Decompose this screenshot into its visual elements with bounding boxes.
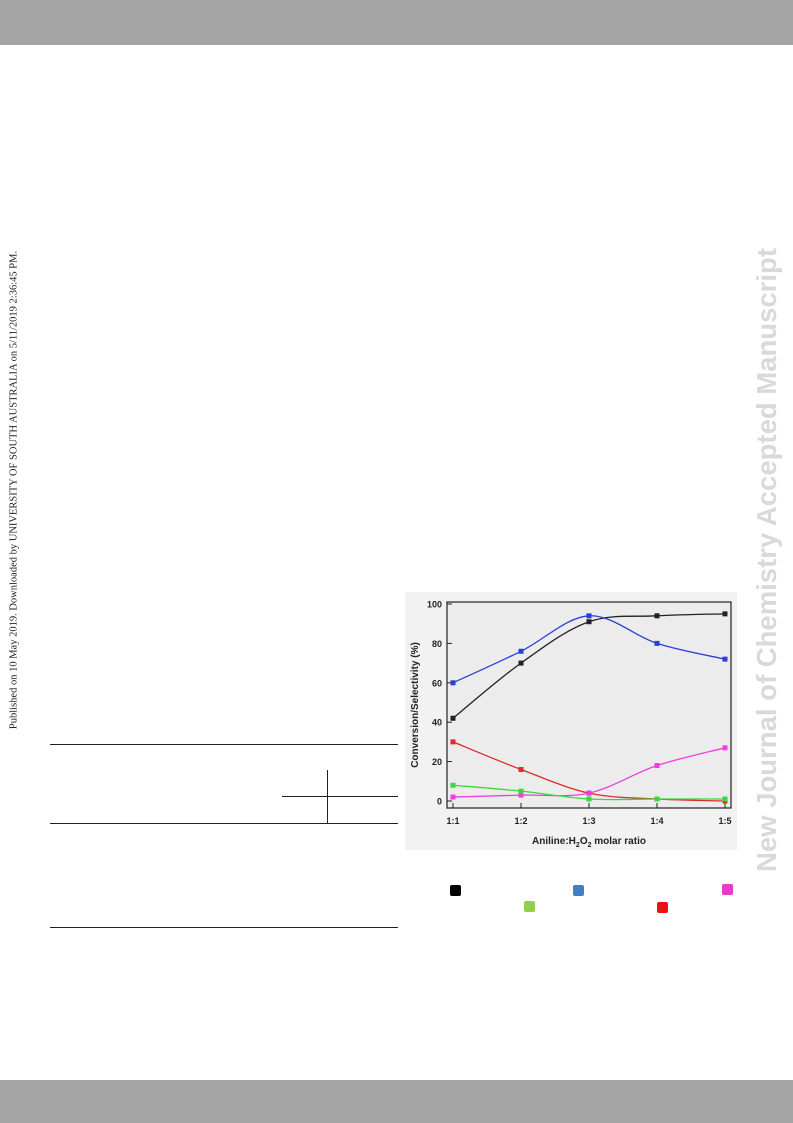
y-axis: 0 20 40 60 80 100 (427, 600, 452, 807)
series-2-point (722, 656, 728, 662)
legend-marker-magenta (722, 884, 733, 895)
series-4-point (722, 745, 728, 751)
series-5-point (450, 782, 456, 788)
y-tick-label: 100 (427, 600, 442, 610)
series-4-point (450, 794, 456, 800)
x-axis: 1:1 1:2 1:3 1:4 1:5 (446, 803, 732, 826)
series-4-point (586, 790, 592, 796)
x-tick-label: 1:2 (514, 816, 527, 826)
watermark-text: New Journal of Chemistry Accepted Manusc… (751, 248, 782, 872)
series-layer (450, 611, 728, 804)
plot-frame (446, 601, 732, 809)
series-1-point (654, 613, 660, 619)
legend-marker-blue (573, 885, 584, 896)
chart-svg: 0 20 40 60 80 100 1:1 1:2 1:3 1:4 1:5 Conversion/… (405, 592, 737, 850)
table-header-rule (50, 823, 398, 824)
y-tick-label: 20 (432, 757, 442, 767)
publication-side-note-text: Published on 10 May 2019. Downloaded by … (8, 250, 20, 730)
series-3-point (450, 739, 456, 745)
x-tick-label: 1:5 (718, 816, 731, 826)
series-2-point (518, 648, 524, 654)
conversion-selectivity-chart: 0 20 40 60 80 100 1:1 1:2 1:3 1:4 1:5 Conversion/… (405, 592, 737, 850)
y-tick-label: 40 (432, 718, 442, 728)
series-1-point (450, 715, 456, 721)
legend-markers (405, 880, 745, 920)
series-2-point (586, 613, 592, 619)
footer-bar (0, 1080, 793, 1123)
y-tick-label: 80 (432, 639, 442, 649)
table-subheader-rule (282, 796, 398, 797)
x-tick-label: 1:1 (446, 816, 459, 826)
series-1-point (722, 611, 728, 617)
y-axis-label: Conversion/Selectivity (%) (410, 642, 421, 768)
series-1-point (518, 660, 524, 666)
series-5-point (586, 796, 592, 802)
series-4-point (654, 763, 660, 769)
series-3-point (518, 766, 524, 772)
x-axis-label: Aniline:H2O2 molar ratio (532, 836, 646, 849)
y-tick-label: 60 (432, 678, 442, 688)
legend-marker-black (450, 885, 461, 896)
header-bar (0, 0, 793, 45)
series-5-point (518, 788, 524, 794)
x-tick-label: 1:3 (582, 816, 595, 826)
legend-marker-green (524, 901, 535, 912)
legend-marker-red (657, 902, 668, 913)
table-bottom-rule (50, 927, 398, 928)
x-tick-label: 1:4 (650, 816, 663, 826)
series-5-point (722, 796, 728, 802)
table-rules (50, 744, 398, 930)
series-2-point (654, 640, 660, 646)
series-1-point (586, 619, 592, 625)
series-4-point (518, 792, 524, 798)
table-top-rule (50, 744, 398, 745)
y-tick-label: 0 (437, 797, 442, 807)
series-5-point (654, 796, 660, 802)
series-2-point (450, 680, 456, 686)
